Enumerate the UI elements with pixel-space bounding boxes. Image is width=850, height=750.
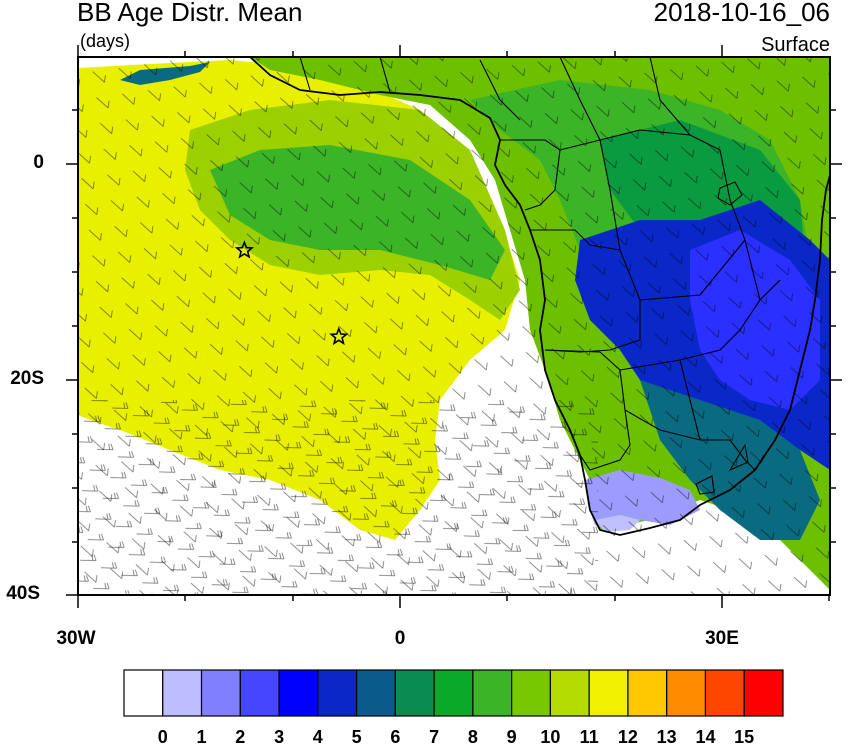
colorbar-swatch-8 [433,669,474,717]
map-title: BB Age Distr. Mean [77,0,303,27]
colorbar-swatch-3 [239,669,280,717]
lat-label-20s: 20S [10,368,44,389]
colorbar-label-1: 1 [196,727,207,747]
colorbar-label-10: 10 [540,727,561,747]
colorbar [123,669,784,717]
colorbar-label-7: 7 [429,727,440,747]
africa-coastline [249,57,830,536]
lat-label-0: 0 [33,152,44,173]
colorbar-swatch-9 [472,669,513,717]
colorbar-label-8: 8 [467,727,478,747]
colorbar-swatch-16 [743,669,784,717]
colorbar-swatch-5 [317,669,358,717]
lon-label-30e: 30E [705,628,739,649]
colorbar-label-14: 14 [695,727,716,747]
colorbar-swatch-7 [394,669,435,717]
colorbar-swatch-12 [588,669,629,717]
lat-label-40s: 40S [6,583,40,604]
colorbar-label-2: 2 [235,727,246,747]
colorbar-label-13: 13 [656,727,677,747]
lon-label-0: 0 [394,628,406,649]
wind-barbs-layer-south [78,400,598,595]
star-marker-1 [234,240,255,259]
site-markers [234,240,349,346]
colorbar-swatch-2 [200,669,241,717]
star-marker-2 [329,326,349,346]
colorbar-swatch-0 [123,669,164,717]
datetime-label: 2018-10-16_06 [653,0,830,27]
axis-ticks [66,45,842,608]
country-borders [299,57,781,495]
colorbar-swatch-13 [627,669,668,717]
colorbar-label-11: 11 [579,727,599,747]
units-label: (days) [80,31,131,51]
colorbar-swatch-11 [549,669,590,717]
colorbar-label-9: 9 [506,727,517,747]
colorbar-swatch-10 [511,669,552,717]
colorbar-label-6: 6 [390,727,401,747]
level-label: Surface [761,34,830,56]
colorbar-swatch-14 [666,669,707,717]
lon-label-30w: 30W [56,628,96,649]
colorbar-swatch-15 [704,669,745,717]
lake-outline [717,181,743,206]
colorbar-label-5: 5 [351,727,362,747]
colorbar-swatch-1 [162,669,203,717]
colorbar-label-3: 3 [274,727,285,747]
colorbar-label-4: 4 [312,727,323,747]
colorbar-label-15: 15 [734,727,755,747]
map-field [78,57,830,595]
colorbar-swatch-6 [355,669,396,717]
colorbar-swatch-4 [278,669,319,717]
colorbar-label-0: 0 [157,727,168,747]
colorbar-label-12: 12 [617,727,638,747]
